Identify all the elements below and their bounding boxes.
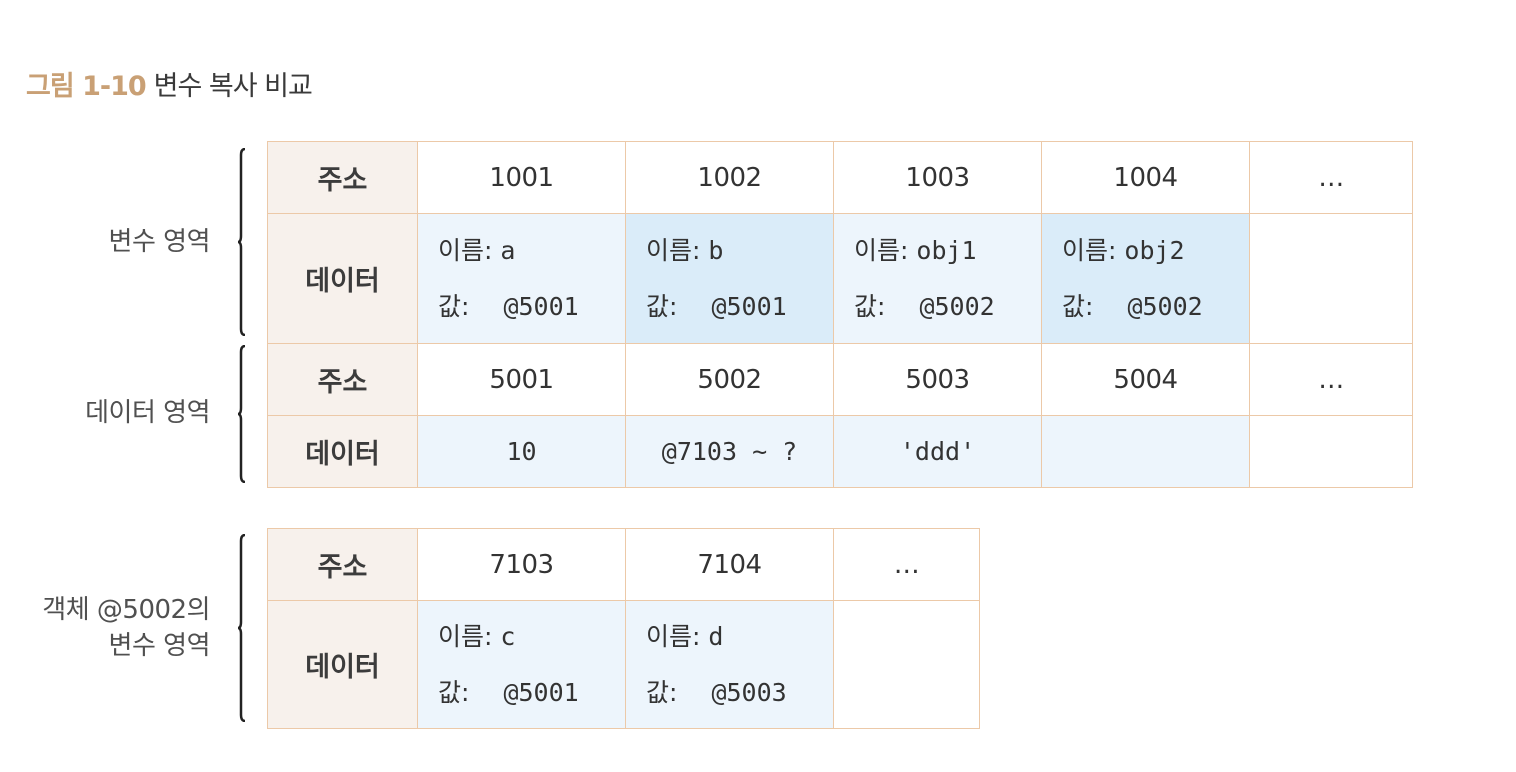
address-cell-ellipsis: … xyxy=(833,528,980,601)
data-area-label-text: 데이터 영역 xyxy=(85,398,210,428)
variable-cell-obj2: 이름: obj2 값: @5002 xyxy=(1041,213,1250,344)
figure-number: 그림 1-10 xyxy=(26,71,147,102)
value-label: 값: xyxy=(646,677,678,707)
variable-value: @5001 xyxy=(503,677,579,707)
variable-data-row: 데이터 이름: a 값: @5001 이름: b 값: @5001 이름: obj1… xyxy=(267,213,1413,344)
address-cell: 5001 xyxy=(417,343,626,416)
address-header: 주소 xyxy=(267,343,418,416)
object-area-brace xyxy=(237,534,246,722)
value-label: 값: xyxy=(1062,291,1094,321)
address-cell-ellipsis: … xyxy=(1249,343,1413,416)
object-address-row: 주소 7103 7104 … xyxy=(267,528,980,601)
variable-name: obj1 xyxy=(916,235,977,265)
address-cell: 7104 xyxy=(625,528,834,601)
variable-value: @5002 xyxy=(919,291,995,321)
object-cell-empty xyxy=(833,600,980,729)
variable-name: c xyxy=(500,621,516,651)
value-label: 값: xyxy=(854,291,886,321)
variable-cell-b: 이름: b 값: @5001 xyxy=(625,213,834,344)
variable-value: @5001 xyxy=(711,291,787,321)
figure-title: 그림 1-10 변수 복사 비교 xyxy=(26,64,313,103)
variable-value: @5001 xyxy=(503,291,579,321)
address-cell: 7103 xyxy=(417,528,626,601)
value-label: 값: xyxy=(438,291,470,321)
address-cell: 1004 xyxy=(1041,141,1250,214)
name-label: 이름: xyxy=(1062,235,1117,265)
data-header: 데이터 xyxy=(267,600,418,729)
object-area-label-line1: 객체 @5002의 xyxy=(42,595,210,625)
object-cell-d: 이름: d 값: @5003 xyxy=(625,600,834,729)
variable-value: @5003 xyxy=(711,677,787,707)
address-cell: 5004 xyxy=(1041,343,1250,416)
object-data-row: 데이터 이름: c 값: @5001 이름: d 값: @5003 xyxy=(267,600,980,729)
name-label: 이름: xyxy=(438,621,493,651)
value-label: 값: xyxy=(646,291,678,321)
object-cell-c: 이름: c 값: @5001 xyxy=(417,600,626,729)
data-value-cell: 'ddd' xyxy=(833,415,1042,488)
variable-name: obj2 xyxy=(1124,235,1185,265)
data-value-cell xyxy=(1041,415,1250,488)
variable-cell-a: 이름: a 값: @5001 xyxy=(417,213,626,344)
address-cell: 1002 xyxy=(625,141,834,214)
data-area-label: 데이터 영역 xyxy=(20,395,210,431)
data-header: 데이터 xyxy=(267,415,418,488)
memory-table-main: 주소 1001 1002 1003 1004 … 데이터 이름: a 값: @50… xyxy=(267,141,1413,488)
variable-name: a xyxy=(500,235,516,265)
address-cell: 5003 xyxy=(833,343,1042,416)
variable-cell-empty xyxy=(1249,213,1413,344)
variable-value: @5002 xyxy=(1127,291,1203,321)
name-label: 이름: xyxy=(646,235,701,265)
data-value-row: 데이터 10 @7103 ~ ? 'ddd' xyxy=(267,415,1413,488)
memory-table-object: 주소 7103 7104 … 데이터 이름: c 값: @5001 이름: d 값… xyxy=(267,528,980,729)
figure-caption: 변수 복사 비교 xyxy=(153,71,313,102)
data-header: 데이터 xyxy=(267,213,418,344)
variable-cell-obj1: 이름: obj1 값: @5002 xyxy=(833,213,1042,344)
data-area-brace xyxy=(237,345,246,483)
name-label: 이름: xyxy=(646,621,701,651)
name-label: 이름: xyxy=(854,235,909,265)
address-cell: 1003 xyxy=(833,141,1042,214)
address-cell-ellipsis: … xyxy=(1249,141,1413,214)
variable-name: b xyxy=(708,235,724,265)
data-value-cell: 10 xyxy=(417,415,626,488)
address-cell: 5002 xyxy=(625,343,834,416)
value-label: 값: xyxy=(438,677,470,707)
variable-area-brace xyxy=(237,148,246,336)
data-value-cell: @7103 ~ ? xyxy=(625,415,834,488)
data-address-row: 주소 5001 5002 5003 5004 … xyxy=(267,343,1413,416)
variable-area-label: 변수 영역 xyxy=(40,224,211,260)
variable-address-row: 주소 1001 1002 1003 1004 … xyxy=(267,141,1413,214)
variable-area-label-text: 변수 영역 xyxy=(108,227,211,257)
name-label: 이름: xyxy=(438,235,493,265)
address-header: 주소 xyxy=(267,141,418,214)
address-header: 주소 xyxy=(267,528,418,601)
object-area-label-line2: 변수 영역 xyxy=(108,631,211,661)
variable-name: d xyxy=(708,621,724,651)
address-cell: 1001 xyxy=(417,141,626,214)
data-value-cell xyxy=(1249,415,1413,488)
object-area-label: 객체 @5002의 변수 영역 xyxy=(10,592,210,664)
